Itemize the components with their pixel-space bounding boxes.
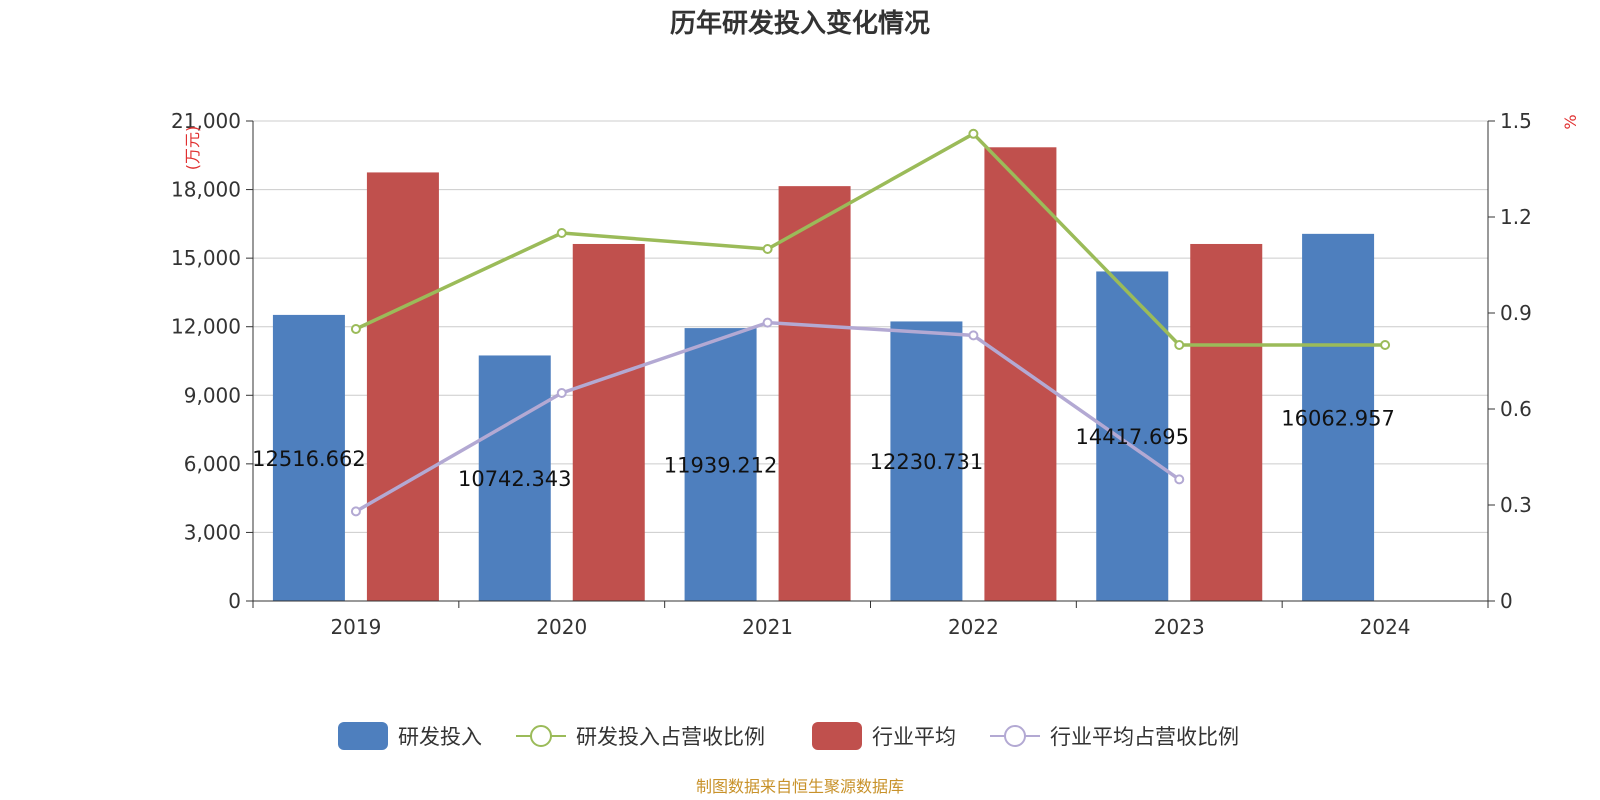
x-axis-tick-label: 2019 (330, 615, 381, 639)
left-axis-unit: (万元) (183, 126, 202, 171)
bar-data-label: 12516.662 (252, 447, 366, 471)
bar-industry (778, 186, 851, 601)
data-labels: 12516.662 10742.343 11939.212 12230.731 1441… (252, 406, 1395, 491)
axes: 0 3,000 6,000 9,000 12,000 15,000 18,000 21,000… (171, 109, 1580, 639)
legend-label: 行业平均占营收比例 (1050, 725, 1239, 749)
bar-industry (1190, 243, 1263, 601)
left-axis-tick-label: 15,000 (171, 246, 241, 270)
left-axis-tick-label: 9,000 (184, 383, 241, 407)
left-axis-tick-label: 18,000 (171, 178, 241, 202)
legend-label: 研发投入 (398, 725, 482, 749)
bar-data-label: 12230.731 (870, 450, 984, 474)
series-point-0 (762, 244, 773, 254)
legend-swatch-bar (338, 722, 388, 750)
source-note: 制图数据来自恒生聚源数据库 (696, 777, 904, 796)
series-line-0 (355, 132, 1386, 347)
x-axis-tick-label: 2024 (1360, 615, 1411, 639)
x-axis-tick-label: 2022 (948, 615, 999, 639)
left-axis-tick-label: 6,000 (184, 452, 241, 476)
series-point-0 (1380, 340, 1391, 350)
series-point-0 (968, 128, 979, 139)
bar-industry (366, 172, 439, 601)
bar-data-label: 10742.343 (458, 467, 572, 491)
bar-data-label: 16062.957 (1281, 406, 1395, 430)
bar-rd (890, 321, 963, 601)
lines (350, 128, 1391, 517)
series-point-1 (762, 317, 773, 328)
right-axis-tick-label: 0.6 (1500, 397, 1532, 421)
left-axis-tick-label: 12,000 (171, 315, 241, 339)
series-point-0 (350, 324, 361, 334)
x-axis-tick-label: 2021 (742, 615, 793, 639)
right-axis-tick-label: 1.2 (1500, 205, 1532, 229)
series-point-1 (350, 506, 361, 517)
series-point-1 (1174, 474, 1185, 485)
bar-rd (478, 355, 551, 601)
right-axis-tick-label: 0 (1500, 589, 1513, 613)
series-point-0 (1174, 340, 1185, 350)
left-axis-tick-label: 0 (228, 589, 241, 613)
series-point-1 (556, 388, 567, 398)
bar-data-label: 11939.212 (664, 454, 778, 478)
right-axis-unit: % (1561, 114, 1580, 129)
legend: 研发投入 研发投入占营收比例 行业平均 行业平均占营收比例 (338, 722, 1239, 750)
legend-swatch-bar (812, 722, 862, 750)
legend-label: 研发投入占营收比例 (576, 725, 765, 749)
legend-swatch-marker (530, 725, 552, 747)
left-axis-tick-label: 3,000 (184, 520, 241, 544)
x-axis-tick-label: 2020 (536, 615, 587, 639)
bars (272, 147, 1375, 602)
bar-rd (684, 328, 757, 601)
bar-data-label: 14417.695 (1075, 425, 1189, 449)
series-point-1 (968, 330, 979, 341)
chart-title: 历年研发投入变化情况 (670, 8, 930, 39)
bar-rd (1302, 233, 1375, 602)
bar-industry (572, 243, 645, 601)
legend-label: 行业平均 (872, 725, 956, 749)
x-axis-tick-label: 2023 (1154, 615, 1205, 639)
right-axis-tick-label: 0.3 (1500, 493, 1532, 517)
left-axis-tick-label: 21,000 (171, 109, 241, 133)
right-axis-tick-label: 0.9 (1500, 301, 1532, 325)
bar-industry (984, 147, 1057, 602)
series-point-0 (556, 228, 567, 238)
bar-rd (1096, 271, 1169, 601)
right-axis-tick-label: 1.5 (1500, 109, 1532, 133)
legend-swatch-marker (1004, 725, 1026, 747)
bar-rd (272, 314, 345, 601)
